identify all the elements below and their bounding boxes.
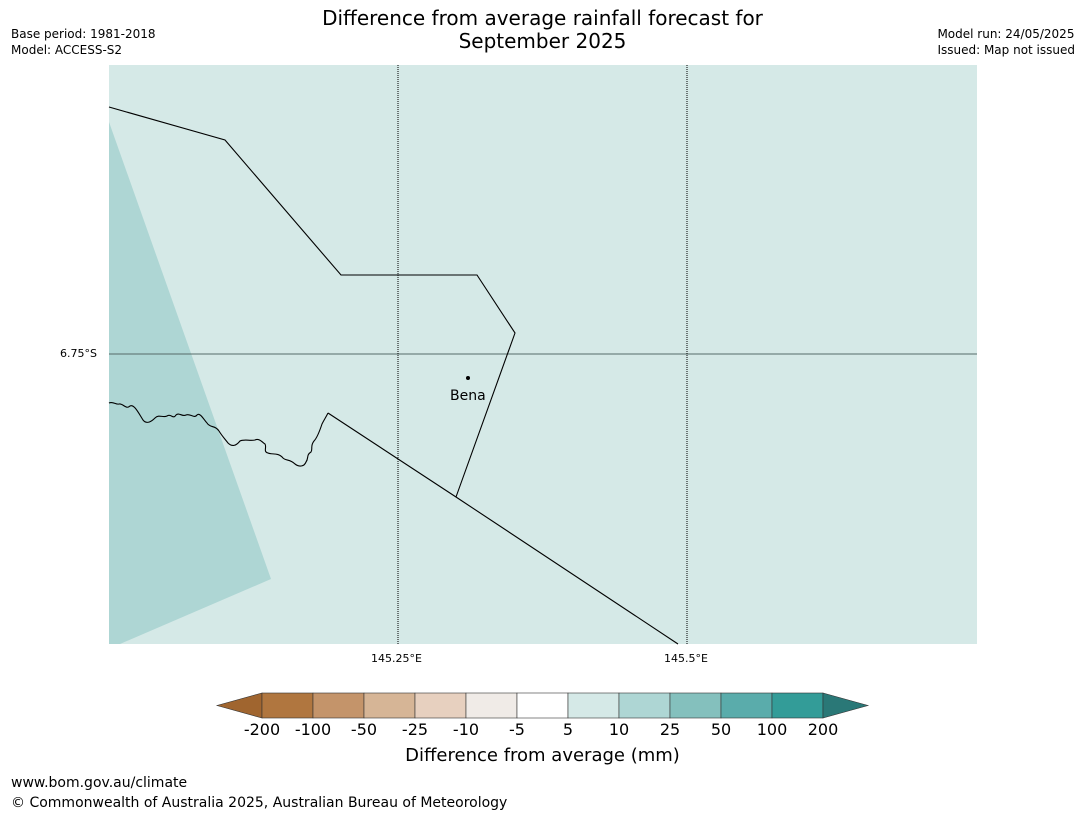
- model-run: Model run: 24/05/2025: [937, 27, 1075, 41]
- colorbar-segment-10: [720, 692, 773, 719]
- province-boundary-south: [327, 412, 679, 645]
- colorbar-segment-2: [312, 692, 365, 719]
- map-title: Difference from average rainfall forecas…: [0, 7, 1085, 53]
- meta-right: Model run: 24/05/2025 Issued: Map not is…: [937, 26, 1075, 58]
- colorbar-segment-7: [567, 692, 620, 719]
- legend-tick: -10: [452, 720, 480, 739]
- longitude-label-2: 145.5°E: [664, 652, 708, 665]
- title-line-1: Difference from average rainfall forecas…: [322, 6, 763, 30]
- legend-tick: -200: [243, 720, 281, 739]
- legend-tick: 200: [807, 720, 839, 739]
- legend-tick: -50: [350, 720, 378, 739]
- place-marker: [466, 376, 470, 380]
- place-label-bena: Bena: [450, 388, 486, 404]
- title-line-2: September 2025: [458, 29, 627, 53]
- legend-tick: 5: [562, 720, 574, 739]
- legend-tick: 10: [608, 720, 630, 739]
- model-name: Model: ACCESS-S2: [11, 43, 123, 57]
- issued-status: Issued: Map not issued: [937, 43, 1075, 57]
- colorbar-right-extend: [822, 692, 870, 719]
- legend-tick: 100: [756, 720, 788, 739]
- legend-title: Difference from average (mm): [405, 745, 680, 766]
- colorbar-segment-9: [669, 692, 722, 719]
- longitude-label-1: 145.25°E: [371, 652, 422, 665]
- river-coastline: [108, 401, 329, 467]
- legend-tick: -25: [401, 720, 429, 739]
- footer-url: www.bom.gov.au/climate: [11, 775, 188, 791]
- colorbar-segment-4: [414, 692, 467, 719]
- colorbar-segment-3: [363, 692, 416, 719]
- legend-tick: -5: [509, 720, 525, 739]
- legend-tick: 50: [710, 720, 732, 739]
- colorbar-segment-8: [618, 692, 671, 719]
- colorbar-left-extend: [215, 692, 263, 719]
- footer-copyright: © Commonwealth of Australia 2025, Austra…: [11, 795, 508, 811]
- colorbar-segment-6: [516, 692, 569, 719]
- colorbar-segment-11: [771, 692, 824, 719]
- higher-rainfall-region: [109, 122, 271, 644]
- legend-tick: -100: [294, 720, 332, 739]
- colorbar-segment-1: [261, 692, 314, 719]
- colorbar-segment-5: [465, 692, 518, 719]
- base-period: Base period: 1981-2018: [11, 27, 156, 41]
- province-boundary: [108, 106, 516, 498]
- meta-left: Base period: 1981-2018 Model: ACCESS-S2: [11, 26, 156, 58]
- legend-tick: 25: [659, 720, 681, 739]
- latitude-label: 6.75°S: [60, 347, 97, 360]
